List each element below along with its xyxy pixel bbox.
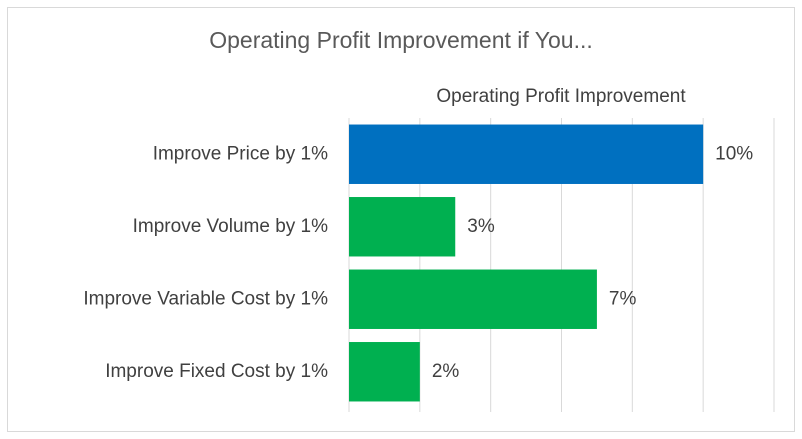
value-label: 10% bbox=[715, 143, 753, 164]
category-label: Improve Variable Cost by 1% bbox=[83, 288, 328, 309]
value-label: 3% bbox=[467, 216, 495, 237]
axis-title: Operating Profit Improvement bbox=[436, 86, 686, 107]
bar bbox=[349, 269, 597, 329]
category-label: Improve Fixed Cost by 1% bbox=[105, 361, 328, 382]
value-label: 2% bbox=[432, 361, 460, 382]
value-label: 7% bbox=[609, 288, 637, 309]
bar bbox=[349, 197, 456, 257]
chart-title: Operating Profit Improvement if You... bbox=[209, 27, 593, 53]
category-label: Improve Volume by 1% bbox=[133, 216, 328, 237]
bar bbox=[349, 124, 704, 184]
category-label: Improve Price by 1% bbox=[153, 143, 328, 164]
bar bbox=[349, 342, 420, 402]
